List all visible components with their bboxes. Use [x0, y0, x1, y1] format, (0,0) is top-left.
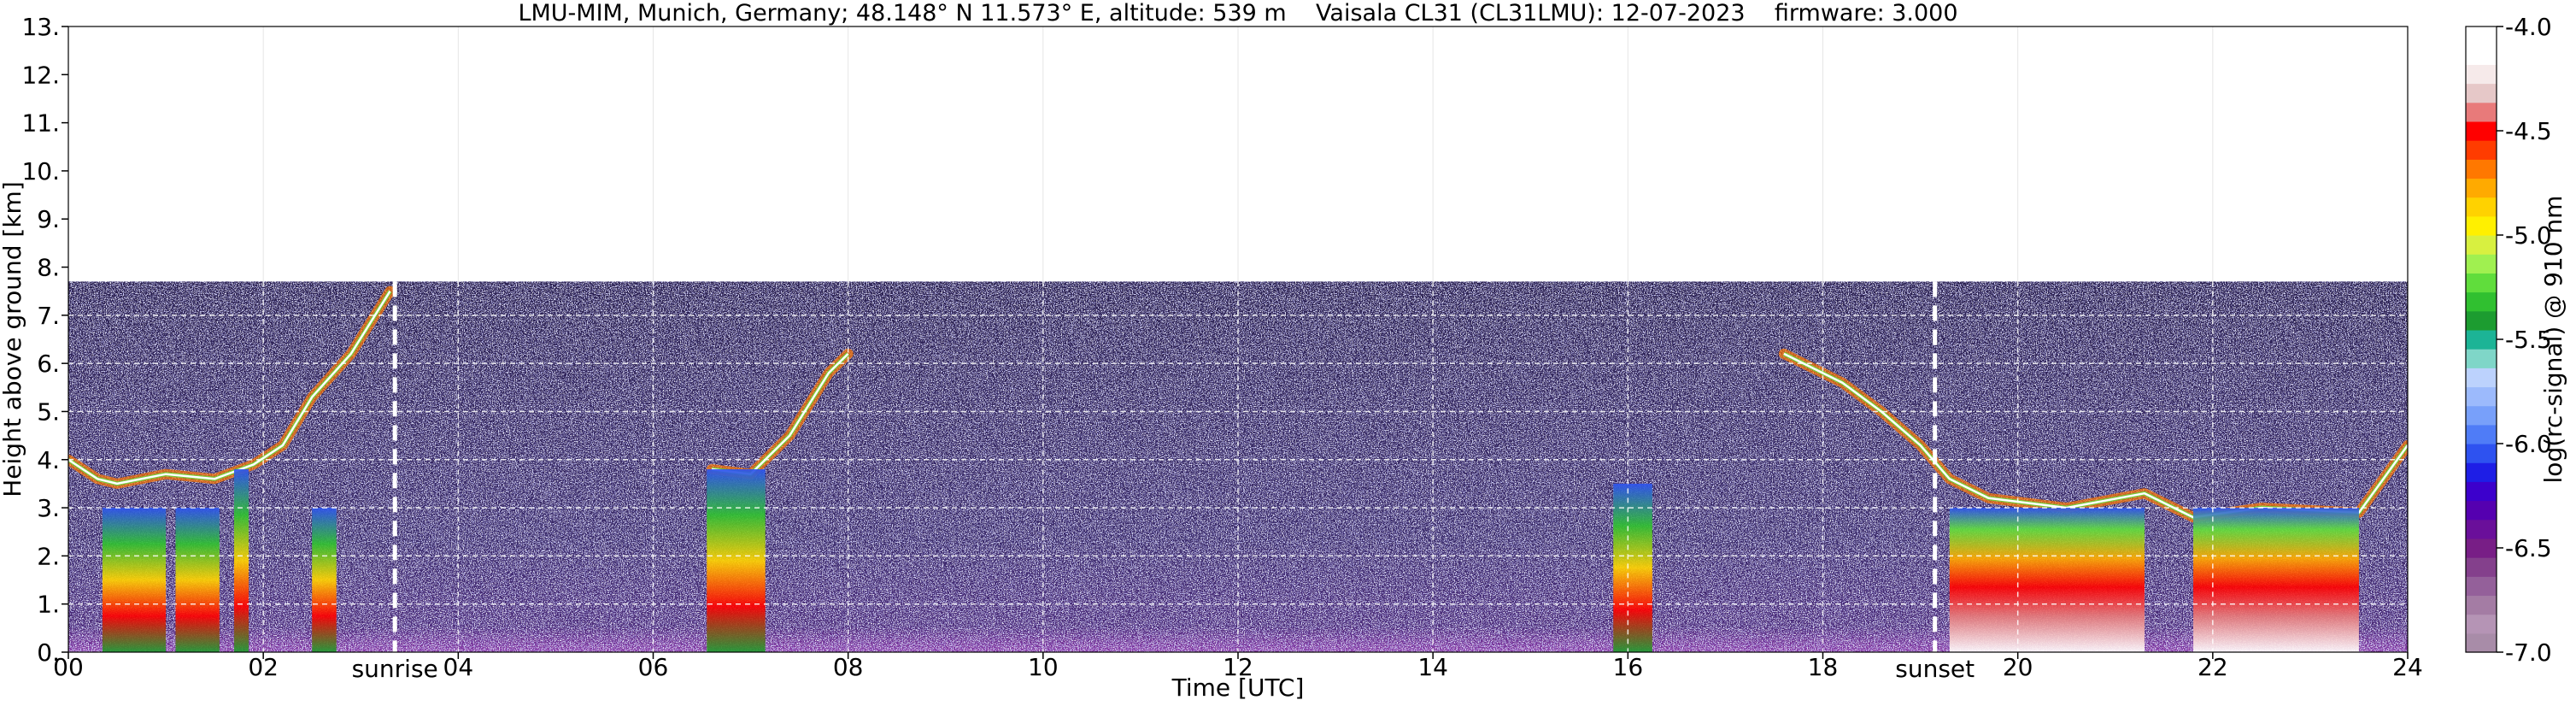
cloud-column	[2193, 508, 2359, 652]
x-tick-label: 10	[1028, 653, 1059, 681]
cloud-column	[312, 508, 337, 652]
backscatter-field	[68, 281, 2408, 652]
y-tick-label: 9.	[37, 205, 60, 233]
colorbar-swatch	[2466, 197, 2497, 217]
colorbar-swatch	[2466, 64, 2497, 85]
cloud-column	[233, 469, 249, 652]
x-tick-label: 00	[53, 653, 84, 681]
colorbar-swatch	[2466, 595, 2497, 615]
colorbar-swatch	[2466, 159, 2497, 179]
y-tick-label: 1.	[37, 591, 60, 619]
colorbar-swatch	[2466, 254, 2497, 274]
colorbar-swatch	[2466, 45, 2497, 65]
y-tick-label: 0.	[37, 638, 60, 667]
y-tick-label: 11.	[21, 109, 60, 138]
colorbar-swatch	[2466, 291, 2497, 312]
cloud-column	[102, 508, 167, 652]
y-tick-label: 3.	[37, 494, 60, 522]
x-tick-label: 04	[443, 653, 474, 681]
colorbar-swatch	[2466, 519, 2497, 539]
colorbar-swatch	[2466, 614, 2497, 634]
sunset-label: sunset	[1895, 655, 1975, 683]
y-axis-label: Height above ground [km]	[0, 181, 26, 497]
colorbar-swatch	[2466, 329, 2497, 350]
x-tick-label: 16	[1613, 653, 1644, 681]
colorbar-tick-label: -4.5	[2505, 117, 2552, 145]
colorbar-swatch	[2466, 386, 2497, 407]
x-tick-label: 02	[248, 653, 279, 681]
colorbar-swatch	[2466, 424, 2497, 444]
colorbar-swatch	[2466, 405, 2497, 426]
colorbar: -7.0 -6.5 -6.0 -5.5 -5.0 -4.5 -4.0	[2465, 13, 2552, 667]
y-tick-label: 4.	[37, 446, 60, 474]
y-tick-label: 2.	[37, 542, 60, 570]
colorbar-swatch	[2466, 140, 2497, 160]
sunrise-label: sunrise	[352, 655, 438, 683]
colorbar-swatch	[2466, 215, 2497, 236]
colorbar-swatch	[2466, 349, 2497, 368]
colorbar-swatch	[2466, 178, 2497, 198]
y-axis-ticks: 0. 1. 2. 3. 4. 5. 6. 7. 8. 9. 10. 11. 12. 13.	[21, 13, 68, 667]
cloud-column	[175, 508, 220, 652]
x-tick-label: 12	[1223, 653, 1253, 681]
colorbar-swatch	[2466, 576, 2497, 597]
colorbar-tick-label: -4.0	[2505, 13, 2552, 41]
colorbar-swatch	[2466, 481, 2497, 502]
x-tick-label: 18	[1808, 653, 1839, 681]
x-tick-label: 08	[833, 653, 864, 681]
annotations: sunrise sunset	[352, 281, 1975, 683]
y-tick-label: 6.	[37, 350, 60, 378]
x-axis-label: Time [UTC]	[1171, 674, 1305, 702]
cloud-column	[707, 469, 766, 652]
colorbar-swatch	[2466, 26, 2497, 46]
colorbar-swatch	[2466, 235, 2497, 255]
y-tick-label: 12.	[21, 61, 60, 89]
colorbar-swatch	[2466, 368, 2497, 388]
colorbar-swatch	[2466, 500, 2497, 521]
x-tick-label: 22	[2198, 653, 2228, 681]
colorbar-tick-label: -6.0	[2505, 430, 2552, 458]
colorbar-swatch	[2466, 538, 2497, 558]
colorbar-swatch	[2466, 121, 2497, 141]
colorbar-swatch	[2466, 462, 2497, 482]
colorbar-swatch	[2466, 273, 2497, 293]
colorbar-swatch	[2466, 632, 2497, 653]
y-tick-label: 10.	[21, 157, 60, 185]
x-tick-label: 14	[1417, 653, 1448, 681]
x-tick-label: 24	[2392, 653, 2423, 681]
colorbar-swatch	[2466, 310, 2497, 331]
colorbar-tick-label: -5.5	[2505, 326, 2552, 354]
y-tick-label: 13.	[21, 13, 60, 41]
chart-title: LMU-MIM, Munich, Germany; 48.148° N 11.5…	[518, 0, 1957, 26]
y-tick-label: 7.	[37, 302, 60, 330]
cloud-column	[1613, 483, 1652, 652]
signal-features	[68, 285, 2408, 652]
colorbar-label: log(rc-signal) @ 910 nm	[2539, 196, 2567, 484]
colorbar-tick-label: -5.0	[2505, 221, 2552, 250]
x-tick-label: 06	[638, 653, 669, 681]
x-axis-ticks: 00 02 04 06 08 10 12 14 16 18 20 22 24	[53, 652, 2423, 681]
colorbar-tick-label: -7.0	[2505, 638, 2552, 667]
colorbar-swatch	[2466, 83, 2497, 103]
y-tick-label: 5.	[37, 397, 60, 426]
colorbar-tick-label: -6.5	[2505, 534, 2552, 562]
colorbar-swatch	[2466, 102, 2497, 122]
colorbar-swatch	[2466, 444, 2497, 463]
colorbar-swatch	[2466, 557, 2497, 577]
y-tick-label: 8.	[37, 254, 60, 282]
grid	[68, 26, 2408, 652]
cloud-column	[1949, 508, 2145, 652]
x-tick-label: 20	[2003, 653, 2033, 681]
